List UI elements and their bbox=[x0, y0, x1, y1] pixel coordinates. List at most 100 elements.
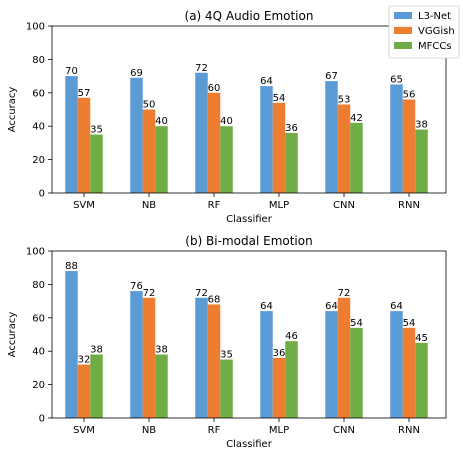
x-axis-label: Classifier bbox=[226, 214, 273, 225]
bar-mfccs-cnn bbox=[350, 122, 363, 193]
data-label: 35 bbox=[220, 350, 233, 361]
data-label: 54 bbox=[273, 93, 286, 104]
bar-vggish-cnn bbox=[337, 297, 351, 418]
bar-mfccs-rf bbox=[220, 126, 233, 193]
y-tick-label: 40 bbox=[32, 122, 45, 133]
data-label: 38 bbox=[415, 120, 428, 131]
chart-a: (a) 4Q Audio Emotion705735SVM695040NB726… bbox=[7, 9, 447, 225]
bar-vggish-svm bbox=[77, 364, 91, 418]
bar-vggish-svm bbox=[77, 97, 91, 193]
data-label: 54 bbox=[403, 318, 416, 329]
x-tick-label: CNN bbox=[333, 200, 355, 211]
data-label: 38 bbox=[90, 345, 103, 356]
legend-swatch bbox=[394, 12, 412, 19]
y-tick-label: 100 bbox=[26, 247, 45, 258]
bar-l3-net-mlp bbox=[260, 311, 273, 418]
data-label: 38 bbox=[155, 345, 168, 356]
bar-vggish-rf bbox=[207, 304, 221, 418]
plot-frame bbox=[51, 250, 447, 419]
data-label: 36 bbox=[273, 348, 286, 359]
bar-vggish-mlp bbox=[272, 102, 286, 193]
data-label: 50 bbox=[143, 100, 156, 111]
bar-mfccs-mlp bbox=[285, 341, 298, 418]
bar-l3-net-rf bbox=[195, 72, 208, 193]
data-label: 76 bbox=[130, 281, 143, 292]
y-tick-label: 40 bbox=[32, 347, 45, 358]
data-label: 88 bbox=[65, 261, 78, 272]
bar-mfccs-nb bbox=[155, 354, 168, 418]
y-tick-label: 60 bbox=[32, 313, 45, 324]
data-label: 45 bbox=[415, 333, 428, 344]
data-label: 72 bbox=[143, 288, 156, 299]
data-label: 57 bbox=[78, 88, 91, 99]
y-tick-label: 80 bbox=[32, 280, 45, 291]
bar-mfccs-rf bbox=[220, 359, 233, 418]
x-tick-label: CNN bbox=[333, 425, 355, 436]
y-tick-label: 100 bbox=[26, 22, 45, 33]
chart-title: (a) 4Q Audio Emotion bbox=[185, 9, 314, 23]
x-tick-label: RNN bbox=[398, 425, 420, 436]
bar-mfccs-svm bbox=[90, 354, 103, 418]
data-label: 32 bbox=[78, 355, 91, 366]
data-label: 68 bbox=[208, 294, 221, 305]
plot-frame bbox=[51, 25, 447, 194]
legend-swatch bbox=[394, 42, 412, 49]
data-label: 69 bbox=[130, 68, 143, 79]
x-tick-label: RF bbox=[208, 200, 221, 211]
bar-l3-net-nb bbox=[130, 291, 143, 418]
data-label: 56 bbox=[403, 89, 416, 100]
x-tick-label: NB bbox=[142, 200, 156, 211]
bar-l3-net-rnn bbox=[390, 311, 403, 418]
bar-l3-net-svm bbox=[65, 271, 78, 418]
data-label: 72 bbox=[195, 63, 208, 74]
data-label: 40 bbox=[220, 116, 233, 127]
data-label: 64 bbox=[325, 301, 338, 312]
data-label: 42 bbox=[350, 113, 363, 124]
data-label: 64 bbox=[260, 76, 273, 87]
bar-mfccs-nb bbox=[155, 126, 168, 193]
data-label: 36 bbox=[285, 123, 298, 134]
legend-label: VGGish bbox=[418, 26, 455, 37]
data-label: 35 bbox=[90, 125, 103, 136]
bar-vggish-cnn bbox=[337, 104, 351, 193]
data-label: 46 bbox=[285, 331, 298, 342]
y-axis-label: Accuracy bbox=[7, 312, 18, 358]
data-label: 64 bbox=[390, 301, 403, 312]
y-tick-label: 0 bbox=[39, 414, 45, 425]
bar-mfccs-rnn bbox=[415, 342, 428, 418]
bar-l3-net-rnn bbox=[390, 84, 403, 193]
x-tick-label: SVM bbox=[73, 200, 95, 211]
y-tick-label: 80 bbox=[32, 55, 45, 66]
bar-vggish-rnn bbox=[402, 99, 416, 193]
data-label: 40 bbox=[155, 116, 168, 127]
bar-mfccs-rnn bbox=[415, 129, 428, 193]
legend-label: MFCCs bbox=[418, 41, 452, 52]
data-label: 64 bbox=[260, 301, 273, 312]
x-tick-label: MLP bbox=[269, 200, 289, 211]
y-tick-label: 20 bbox=[32, 155, 45, 166]
legend-swatch bbox=[394, 27, 412, 34]
x-tick-label: RF bbox=[208, 425, 221, 436]
chart-b: (b) Bi-modal Emotion883238SVM767238NB726… bbox=[7, 234, 447, 450]
bar-mfccs-mlp bbox=[285, 132, 298, 193]
bar-vggish-rnn bbox=[402, 327, 416, 418]
bar-mfccs-svm bbox=[90, 134, 103, 193]
x-tick-label: SVM bbox=[73, 425, 95, 436]
data-label: 54 bbox=[350, 318, 363, 329]
data-label: 53 bbox=[338, 94, 351, 105]
bar-mfccs-cnn bbox=[350, 327, 363, 418]
data-label: 72 bbox=[195, 288, 208, 299]
bar-l3-net-svm bbox=[65, 76, 78, 193]
bar-l3-net-cnn bbox=[325, 311, 338, 418]
data-label: 70 bbox=[65, 66, 78, 77]
bar-l3-net-rf bbox=[195, 297, 208, 418]
x-tick-label: MLP bbox=[269, 425, 289, 436]
x-axis-label: Classifier bbox=[226, 439, 273, 450]
data-label: 60 bbox=[208, 83, 221, 94]
bar-vggish-nb bbox=[142, 297, 156, 418]
x-tick-label: NB bbox=[142, 425, 156, 436]
bar-vggish-rf bbox=[207, 92, 221, 193]
legend: L3-Net VGGish MFCCs bbox=[388, 5, 460, 59]
y-axis-label: Accuracy bbox=[7, 87, 18, 133]
